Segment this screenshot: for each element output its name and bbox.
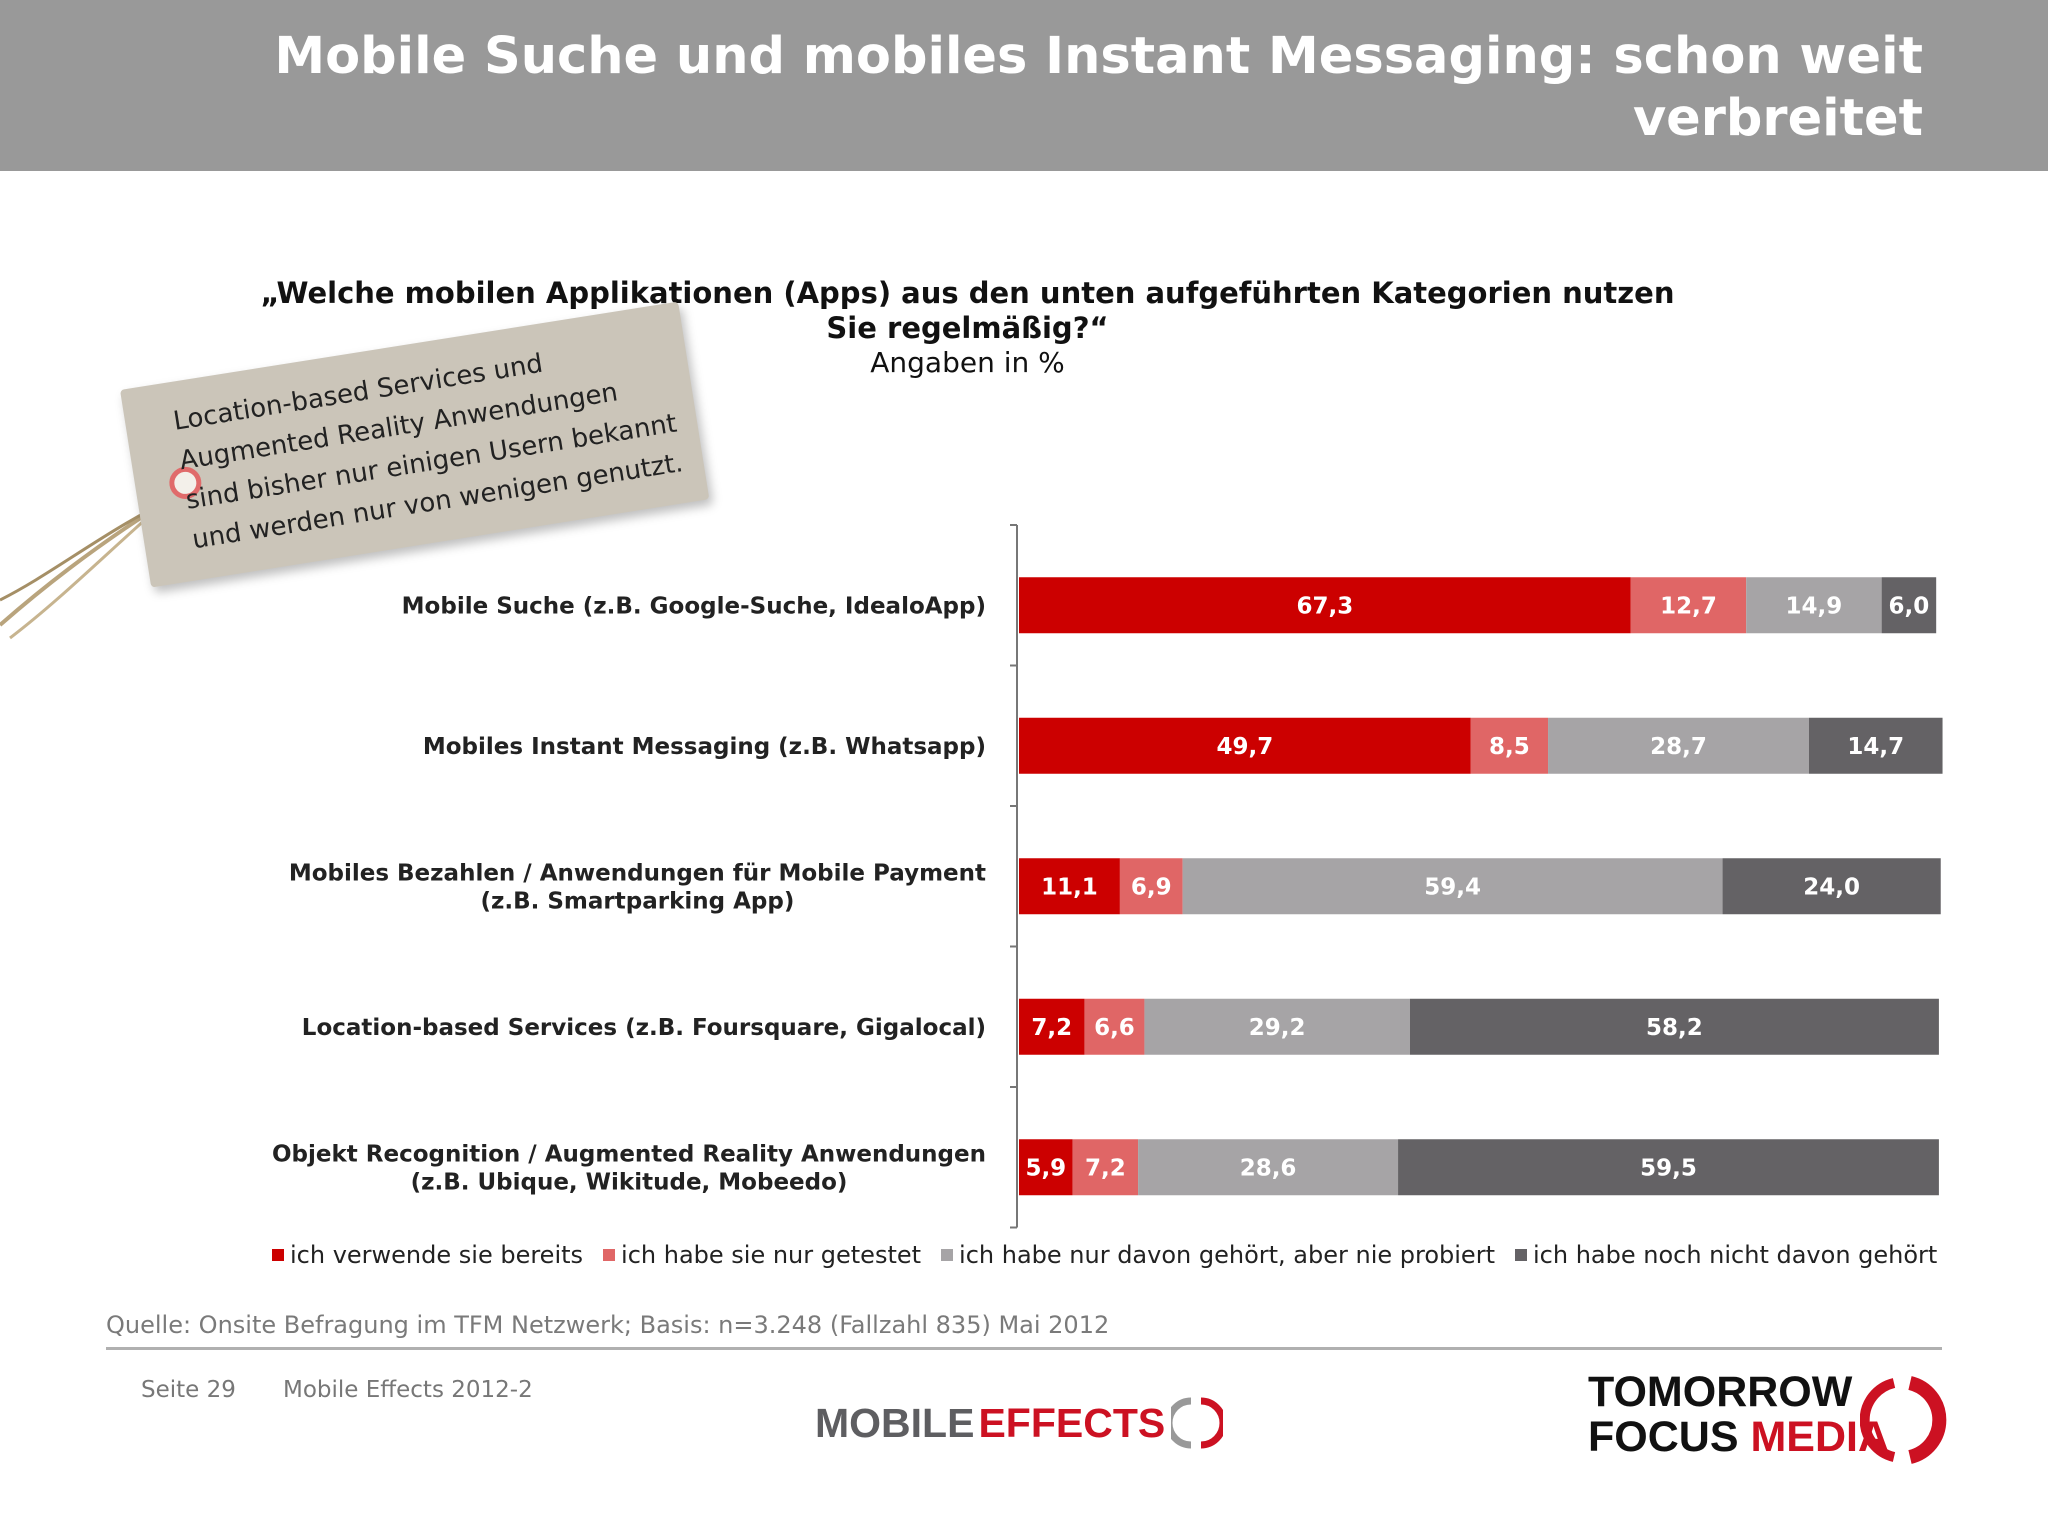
logo-line2: FOCUS MEDIA bbox=[1588, 1415, 1889, 1460]
legend-swatch bbox=[1514, 1249, 1527, 1261]
data-label: 28,7 bbox=[1650, 734, 1707, 760]
bar-segment bbox=[1470, 717, 1549, 774]
legend-item: ich habe sie nur getestet bbox=[603, 1241, 921, 1269]
category-label: Location-based Services (z.B. Foursquare… bbox=[302, 1015, 986, 1041]
legend-label: ich habe noch nicht davon gehört bbox=[1532, 1241, 1938, 1269]
legend-item: ich habe nur davon gehört, aber nie prob… bbox=[941, 1241, 1495, 1269]
document-name: Mobile Effects 2012-2 bbox=[283, 1377, 533, 1403]
logo-text-tomorrow: TOMORROW bbox=[1588, 1368, 1853, 1416]
data-label: 59,4 bbox=[1424, 874, 1481, 900]
question-line1: „Welche mobilen Applikationen (Apps) aus… bbox=[260, 276, 1675, 310]
legend-item: ich habe noch nicht davon gehört bbox=[1514, 1241, 1938, 1269]
question-line2: Sie regelmäßig?“ bbox=[826, 311, 1109, 345]
legend-item: ich verwende sie bereits bbox=[272, 1241, 583, 1269]
bar-segment bbox=[1072, 1139, 1139, 1196]
data-label: 11,1 bbox=[1041, 874, 1098, 900]
bar-segment bbox=[1119, 858, 1183, 915]
chart-legend: ich verwende sie bereits ich habe sie nu… bbox=[272, 1240, 1937, 1270]
bar-segment bbox=[1019, 998, 1085, 1055]
bar-segment bbox=[1019, 717, 1471, 774]
page-title-line1: Mobile Suche und mobiles Instant Messagi… bbox=[274, 27, 1923, 86]
data-label: 6,0 bbox=[1889, 593, 1930, 619]
legend-label: ich habe nur davon gehört, aber nie prob… bbox=[959, 1241, 1495, 1269]
data-label: 49,7 bbox=[1217, 734, 1274, 760]
legend-swatch bbox=[603, 1249, 616, 1261]
tfm-bracket-icon bbox=[1860, 1376, 1947, 1464]
data-label: 28,6 bbox=[1240, 1155, 1297, 1181]
bar-segment bbox=[1808, 717, 1943, 774]
data-label: 24,0 bbox=[1803, 874, 1860, 900]
page-title-line2: verbreitet bbox=[1632, 89, 1923, 148]
legend-label: ich habe sie nur getestet bbox=[621, 1241, 922, 1269]
data-label: 5,9 bbox=[1025, 1155, 1066, 1181]
category-label: Mobiles Instant Messaging (z.B. Whatsapp… bbox=[423, 734, 986, 760]
bar-segment bbox=[1138, 1139, 1399, 1196]
legend-swatch bbox=[272, 1249, 284, 1261]
data-label: 6,6 bbox=[1094, 1015, 1135, 1041]
bar-segment bbox=[1409, 998, 1939, 1055]
data-label: 8,5 bbox=[1489, 734, 1530, 760]
bar-segment bbox=[1182, 858, 1723, 915]
data-label: 67,3 bbox=[1297, 593, 1354, 619]
data-label: 6,9 bbox=[1131, 874, 1172, 900]
data-label: 12,7 bbox=[1660, 593, 1717, 619]
bar-segment bbox=[1746, 577, 1882, 634]
bar-segment bbox=[1548, 717, 1809, 774]
data-label: 14,9 bbox=[1786, 593, 1843, 619]
category-label: Objekt Recognition / Augmented Reality A… bbox=[272, 1141, 986, 1195]
legend-label: ich verwende sie bereits bbox=[290, 1241, 584, 1269]
page-number: Seite 29 bbox=[141, 1377, 236, 1403]
data-label: 29,2 bbox=[1249, 1015, 1306, 1041]
legend-swatch bbox=[941, 1249, 954, 1261]
category-label: Mobile Suche (z.B. Google-Suche, IdealoA… bbox=[402, 593, 986, 619]
bar-segment bbox=[1019, 1139, 1073, 1196]
bar-segment bbox=[1019, 577, 1631, 634]
bar-segment bbox=[1881, 577, 1937, 634]
bar-segment bbox=[1019, 858, 1120, 915]
bar-segment bbox=[1722, 858, 1941, 915]
logo-text-effects: EFFECTS bbox=[978, 1399, 1166, 1446]
logo-text-mobile: MOBILE bbox=[815, 1399, 975, 1446]
page-title: Mobile Suche und mobiles Instant Messagi… bbox=[123, 26, 1923, 150]
data-label: 58,2 bbox=[1646, 1015, 1703, 1041]
bar-segment bbox=[1398, 1139, 1939, 1196]
bar-segment bbox=[1630, 577, 1747, 634]
data-label: 59,5 bbox=[1640, 1155, 1697, 1181]
tomorrow-focus-media-logo: TOMORROW FOCUS MEDIA bbox=[1588, 1370, 1889, 1460]
chart-unit: Angaben in % bbox=[870, 346, 1065, 379]
category-label: Mobiles Bezahlen / Anwendungen für Mobil… bbox=[289, 860, 986, 914]
mobile-effects-bracket-icon bbox=[1171, 1397, 1224, 1449]
stacked-bar-chart: Mobile Suche (z.B. Google-Suche, IdealoA… bbox=[272, 524, 1943, 1229]
source-note: Quelle: Onsite Befragung im TFM Netzwerk… bbox=[106, 1311, 1110, 1339]
bar-segment bbox=[1084, 998, 1145, 1055]
data-label: 7,2 bbox=[1085, 1155, 1126, 1181]
logo-text-focus: FOCUS bbox=[1588, 1413, 1739, 1461]
bar-segment bbox=[1144, 998, 1410, 1055]
data-label: 7,2 bbox=[1031, 1015, 1072, 1041]
header-bar: Mobile Suche und mobiles Instant Messagi… bbox=[0, 0, 2048, 171]
mobile-effects-logo: MOBILE EFFECTS bbox=[815, 1395, 1224, 1451]
data-label: 14,7 bbox=[1847, 734, 1904, 760]
footer-divider bbox=[106, 1347, 1942, 1350]
chart-question: „Welche mobilen Applikationen (Apps) aus… bbox=[260, 276, 1675, 346]
